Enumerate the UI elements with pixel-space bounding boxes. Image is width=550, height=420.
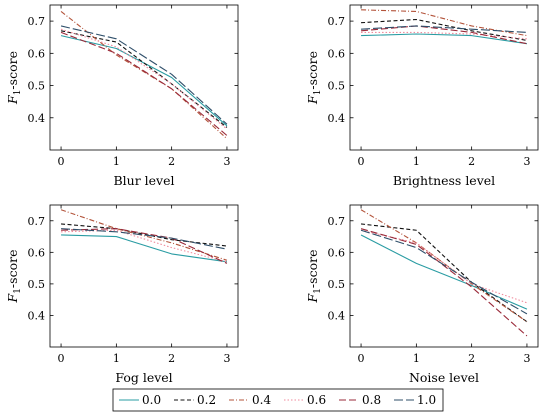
y-axis-label-rest: -score [5, 250, 20, 289]
legend-label-1.0: 1.0 [417, 393, 436, 407]
series-line-1.0 [61, 228, 228, 250]
x-tick-label: 0 [58, 352, 65, 365]
series-line-0.4 [360, 209, 528, 323]
series-line-0.8 [361, 25, 528, 45]
series-line-0.4 [60, 11, 228, 140]
plot-frame [49, 4, 239, 151]
series-line-0.0 [60, 35, 228, 127]
y-axis-label-sub: 1 [313, 90, 323, 96]
y-axis-label-main: F [305, 292, 320, 303]
legend-label-0.2: 0.2 [197, 393, 216, 407]
series-line-0.6 [361, 31, 527, 40]
y-tick-label: 0.5 [28, 80, 46, 93]
y-axis-label-rest: -score [305, 51, 320, 90]
x-axis-label: Noise level [409, 370, 479, 385]
series-line-0.0 [360, 234, 528, 310]
x-tick-label: 3 [523, 155, 530, 168]
y-tick-label: 0.7 [328, 215, 346, 228]
x-tick-label: 2 [468, 155, 475, 168]
y-tick-label: 0.5 [28, 278, 46, 291]
series-line-0.6 [60, 28, 228, 130]
series-line-1.0 [360, 229, 528, 315]
x-tick-label: 1 [113, 155, 120, 168]
legend-label-0.6: 0.6 [307, 393, 326, 407]
series-line-0.0 [61, 234, 228, 263]
y-tick-label: 0.6 [28, 246, 46, 259]
series-line-0.2 [361, 18, 528, 41]
legend-box [112, 388, 444, 412]
y-axis-label-rest: -score [305, 250, 320, 289]
y-tick-label: 0.7 [328, 15, 346, 28]
x-tick-label: 2 [168, 352, 175, 365]
x-axis-label: Brightness level [393, 173, 495, 188]
y-tick-label: 0.4 [328, 112, 346, 125]
y-axis-label: F1-score [305, 51, 323, 105]
y-tick-label: 0.7 [28, 215, 46, 228]
y-tick-label: 0.4 [28, 112, 46, 125]
series-line-0.2 [60, 30, 228, 128]
series-line-0.6 [360, 229, 528, 304]
y-axis-label-sub: 1 [313, 288, 323, 294]
legend-label-0.8: 0.8 [362, 393, 381, 407]
y-tick-label: 0.6 [328, 47, 346, 60]
series-line-0.8 [60, 31, 228, 136]
plot-frame [49, 204, 239, 348]
x-tick-label: 2 [468, 352, 475, 365]
y-tick-label: 0.5 [328, 80, 346, 93]
y-axis-label-main: F [305, 94, 320, 105]
y-axis-label: F1-score [5, 51, 23, 105]
x-tick-label: 1 [413, 155, 420, 168]
x-tick-label: 0 [58, 155, 65, 168]
x-tick-label: 3 [223, 155, 230, 168]
x-tick-label: 0 [358, 155, 365, 168]
y-axis-label-sub: 1 [13, 288, 23, 294]
series-line-0.8 [360, 228, 528, 337]
y-axis-label: F1-score [305, 250, 323, 304]
legend-label-0.4: 0.4 [252, 393, 271, 407]
x-tick-label: 1 [413, 352, 420, 365]
series-line-0.2 [360, 223, 528, 323]
y-axis-label-main: F [5, 292, 20, 303]
x-axis-label: Fog level [115, 370, 172, 385]
legend: 0.0 0.2 0.4 0.6 0.8 1.0 [112, 388, 444, 412]
plot-frame [349, 204, 539, 348]
series-line-1.0 [361, 25, 527, 33]
y-tick-label: 0.4 [328, 309, 346, 322]
series-line-0.4 [361, 9, 528, 37]
y-axis-label-main: F [5, 94, 20, 105]
series-line-1.0 [60, 25, 228, 125]
y-tick-label: 0.5 [328, 278, 346, 291]
series-line-0.6 [61, 229, 228, 263]
plot-frame [349, 4, 539, 151]
x-tick-label: 3 [223, 352, 230, 365]
y-axis-label: F1-score [5, 250, 23, 304]
series-line-0.8 [61, 228, 228, 264]
x-tick-label: 0 [358, 352, 365, 365]
y-tick-label: 0.6 [28, 47, 46, 60]
x-tick-label: 3 [523, 352, 530, 365]
series-line-0.2 [61, 223, 228, 247]
y-axis-label-rest: -score [5, 51, 20, 90]
series-line-0.0 [361, 33, 528, 45]
x-tick-label: 2 [168, 155, 175, 168]
y-tick-label: 0.7 [28, 15, 46, 28]
series-line-0.4 [60, 209, 228, 261]
y-axis-label-sub: 1 [13, 90, 23, 96]
x-tick-label: 1 [113, 352, 120, 365]
legend-label-0.0: 0.0 [142, 393, 161, 407]
x-axis-label: Blur level [113, 173, 174, 188]
y-tick-label: 0.6 [328, 246, 346, 259]
y-tick-label: 0.4 [28, 309, 46, 322]
